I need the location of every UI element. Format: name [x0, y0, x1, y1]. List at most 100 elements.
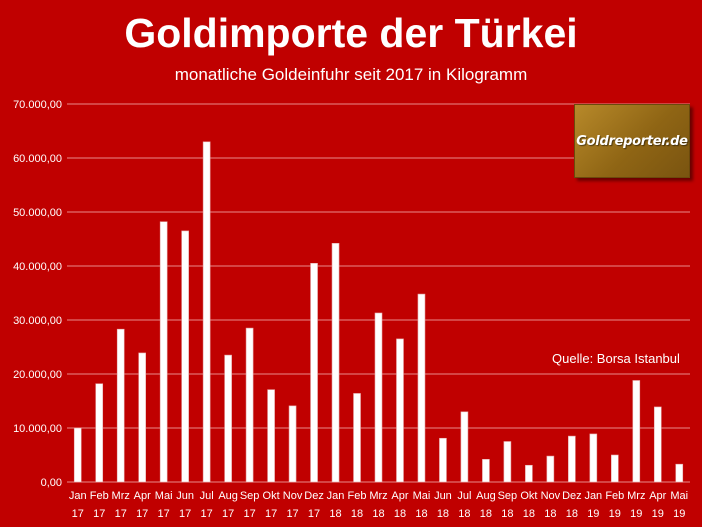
bar	[95, 383, 104, 483]
x-tick-year-label: 17	[265, 508, 277, 520]
x-tick-label: Jan	[69, 490, 87, 502]
x-tick-label: Okt	[520, 490, 537, 502]
y-tick-label: 0,00	[41, 477, 62, 489]
x-tick-year-label: 18	[523, 508, 535, 520]
x-tick-year-label: 17	[72, 508, 84, 520]
bar	[482, 459, 490, 483]
bar	[439, 437, 447, 483]
x-tick-year-label: 18	[437, 508, 449, 520]
bar	[116, 328, 125, 483]
x-tick-year-label: 19	[630, 508, 642, 520]
bar	[310, 262, 318, 483]
bar	[245, 327, 254, 483]
x-tick-label: Apr	[134, 490, 151, 502]
x-tick-year-label: 18	[480, 508, 492, 520]
x-tick-label: Mrz	[627, 490, 645, 502]
y-tick-label: 60.000,00	[13, 153, 62, 165]
x-tick-year-label: 17	[93, 508, 105, 520]
x-tick-label: Mrz	[112, 490, 130, 502]
x-tick-label: Nov	[283, 490, 303, 502]
x-tick-label: Mai	[413, 490, 431, 502]
x-tick-year-label: 18	[544, 508, 556, 520]
bar	[396, 338, 404, 483]
x-tick-label: Aug	[476, 490, 496, 502]
y-tick-label: 40.000,00	[13, 261, 62, 273]
chart-subtitle: monatliche Goldeinfuhr seit 2017 in Kilo…	[174, 65, 528, 84]
x-tick-year-label: 18	[501, 508, 513, 520]
logo-text: Goldreporter.de	[576, 133, 688, 149]
x-tick-year-label: 17	[158, 508, 170, 520]
x-tick-label: Okt	[263, 490, 280, 502]
x-tick-label: Feb	[90, 490, 109, 502]
x-tick-year-label: 17	[179, 508, 191, 520]
chart-title: Goldimporte der Türkei	[124, 10, 578, 56]
x-tick-label: Jul	[457, 490, 471, 502]
x-tick-year-label: 18	[566, 508, 578, 520]
bar	[611, 454, 619, 483]
x-tick-year-label: 18	[329, 508, 341, 520]
x-tick-label: Dez	[562, 490, 582, 502]
x-tick-year-label: 18	[458, 508, 470, 520]
bar	[589, 433, 598, 483]
x-tick-label: Dez	[304, 490, 324, 502]
bar	[632, 380, 641, 483]
x-tick-label: Mai	[155, 490, 173, 502]
x-tick-year-label: 17	[243, 508, 255, 520]
x-tick-label: Sep	[240, 490, 260, 502]
y-tick-label: 70.000,00	[13, 99, 62, 111]
x-tick-year-label: 17	[136, 508, 148, 520]
bar	[460, 411, 469, 483]
x-tick-year-label: 19	[652, 508, 664, 520]
bar	[675, 463, 684, 483]
x-tick-label: Mrz	[369, 490, 387, 502]
bar	[568, 435, 576, 483]
x-tick-label: Jun	[434, 490, 452, 502]
x-tick-label: Apr	[391, 490, 408, 502]
bar	[417, 293, 426, 483]
x-tick-year-label: 18	[415, 508, 427, 520]
x-tick-year-label: 17	[201, 508, 213, 520]
x-tick-label: Jan	[584, 490, 602, 502]
x-tick-label: Feb	[605, 490, 624, 502]
bar	[202, 141, 211, 483]
bar	[653, 406, 662, 483]
bar	[374, 312, 383, 483]
bar	[525, 464, 533, 483]
bar	[224, 354, 232, 483]
x-tick-label: Apr	[649, 490, 666, 502]
y-tick-label: 10.000,00	[13, 423, 62, 435]
x-tick-year-label: 17	[308, 508, 320, 520]
x-tick-year-label: 17	[286, 508, 298, 520]
source-note: Quelle: Borsa Istanbul	[552, 351, 680, 366]
x-tick-year-label: 18	[372, 508, 384, 520]
x-tick-year-label: 19	[587, 508, 599, 520]
x-tick-label: Jun	[176, 490, 194, 502]
bar	[288, 405, 297, 483]
bar	[503, 441, 512, 483]
x-tick-label: Aug	[218, 490, 238, 502]
bar	[267, 389, 275, 483]
x-tick-label: Sep	[498, 490, 518, 502]
x-tick-year-label: 19	[673, 508, 685, 520]
bar	[353, 393, 361, 483]
y-tick-label: 30.000,00	[13, 315, 62, 327]
x-tick-label: Jan	[327, 490, 345, 502]
x-tick-label: Mai	[670, 490, 688, 502]
bar	[181, 230, 189, 483]
x-tick-year-label: 18	[394, 508, 406, 520]
bar	[546, 455, 555, 483]
x-tick-year-label: 18	[351, 508, 363, 520]
x-tick-label: Feb	[348, 490, 367, 502]
x-tick-year-label: 17	[222, 508, 234, 520]
x-tick-year-label: 19	[609, 508, 621, 520]
bar	[138, 352, 146, 483]
y-tick-label: 50.000,00	[13, 207, 62, 219]
bar	[331, 243, 340, 483]
x-tick-year-label: 17	[115, 508, 127, 520]
y-tick-label: 20.000,00	[13, 369, 62, 381]
x-tick-label: Nov	[541, 490, 561, 502]
bar	[159, 221, 168, 483]
goldreporter-logo: Goldreporter.de	[574, 104, 690, 178]
bar	[73, 427, 82, 483]
